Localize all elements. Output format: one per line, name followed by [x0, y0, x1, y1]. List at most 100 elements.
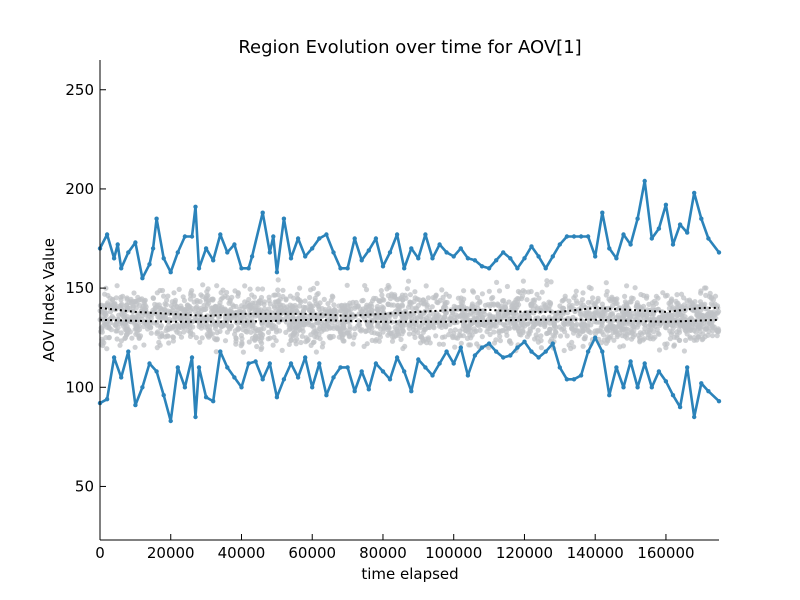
scatter-point: [479, 334, 485, 340]
scatter-point: [239, 336, 245, 342]
scatter-point: [669, 312, 676, 318]
scatter-point: [487, 303, 493, 309]
scatter-point: [683, 328, 689, 334]
scatter-point: [504, 283, 510, 290]
scatter-point: [159, 331, 165, 337]
scatter-point: [350, 341, 356, 347]
lower-envelope-point: [614, 365, 619, 370]
upper-envelope-point: [593, 254, 598, 259]
scatter-point: [610, 329, 616, 336]
scatter-point: [371, 295, 377, 301]
scatter-point: [125, 326, 131, 332]
scatter-point: [130, 308, 136, 314]
scatter-point: [188, 292, 194, 298]
scatter-point: [709, 333, 716, 339]
scatter-point: [524, 297, 530, 303]
lower-envelope-point: [663, 379, 669, 384]
lower-envelope-point: [317, 361, 322, 366]
scatter-point: [184, 302, 190, 308]
scatter-point: [475, 301, 481, 307]
scatter-point: [307, 303, 313, 309]
scatter-point: [553, 324, 559, 330]
scatter-point: [261, 299, 267, 305]
scatter-point: [116, 312, 122, 318]
scatter-point: [99, 309, 105, 315]
scatter-point: [623, 321, 629, 327]
scatter-point: [308, 342, 314, 348]
scatter-point: [313, 349, 319, 355]
scatter-point: [579, 297, 586, 303]
scatter-point: [166, 316, 172, 322]
upper-envelope-point: [193, 204, 198, 209]
scatter-point: [621, 313, 627, 319]
scatter-point: [203, 296, 209, 302]
scatter-point: [439, 287, 445, 293]
scatter-point: [589, 299, 595, 305]
scatter-point: [271, 292, 277, 298]
scatter-point: [301, 320, 307, 326]
scatter-point: [708, 309, 714, 315]
lower-envelope-point: [380, 369, 386, 374]
x-tick-label: 0: [95, 544, 105, 562]
lower-envelope-point: [444, 349, 449, 354]
scatter-point: [656, 331, 662, 337]
scatter-point: [110, 296, 116, 302]
scatter-point: [440, 341, 446, 347]
lower-envelope-point: [126, 349, 131, 354]
scatter-point: [352, 331, 358, 337]
scatter-point: [548, 279, 554, 285]
lower-envelope-point: [465, 373, 471, 378]
scatter-point: [241, 304, 247, 310]
scatter-point: [546, 299, 552, 305]
scatter-point: [114, 336, 120, 342]
scatter-point: [174, 304, 180, 310]
lower-envelope-point: [246, 361, 251, 366]
scatter-point: [677, 323, 684, 329]
scatter-point: [326, 305, 332, 311]
scatter-point: [603, 326, 609, 332]
scatter-point: [267, 301, 273, 307]
lower-envelope-point: [111, 355, 117, 360]
scatter-point: [714, 333, 720, 339]
scatter-point: [553, 315, 559, 321]
scatter-point: [180, 294, 186, 300]
scatter-point: [703, 292, 709, 298]
scatter-point: [248, 304, 254, 310]
scatter-point: [169, 299, 175, 305]
scatter-point: [637, 337, 643, 344]
scatter-point: [711, 312, 718, 318]
scatter-point: [228, 309, 234, 315]
scatter-point: [380, 325, 387, 331]
scatter-point: [544, 330, 550, 337]
scatter-point: [475, 310, 481, 316]
upper-envelope-point: [338, 266, 343, 271]
scatter-point: [132, 344, 138, 350]
upper-envelope-point: [621, 232, 626, 237]
scatter-point: [295, 328, 301, 334]
scatter-point: [530, 324, 536, 330]
scatter-point: [590, 295, 596, 301]
scatter-point: [112, 301, 118, 307]
x-tick-label: 140000: [567, 544, 624, 562]
upper-envelope-point: [409, 246, 414, 251]
scatter-point: [665, 315, 672, 322]
scatter-point: [467, 328, 474, 334]
scatter-point: [443, 305, 449, 311]
scatter-point: [522, 289, 528, 295]
lower-envelope-point: [550, 341, 555, 346]
x-tick-label: 120000: [496, 544, 553, 562]
scatter-point: [650, 329, 657, 335]
scatter-point: [271, 304, 278, 310]
scatter-point: [522, 323, 528, 329]
upper-envelope-point: [387, 250, 393, 255]
upper-envelope-point: [239, 266, 244, 271]
lower-envelope-point: [564, 377, 570, 382]
upper-envelope-point: [656, 226, 662, 231]
scatter-point: [240, 349, 246, 355]
scatter-point: [668, 298, 675, 304]
lower-envelope-point: [416, 357, 421, 362]
scatter-point: [198, 292, 204, 298]
scatter-point: [363, 328, 369, 334]
scatter-point: [361, 343, 367, 349]
scatter-point: [247, 286, 253, 292]
